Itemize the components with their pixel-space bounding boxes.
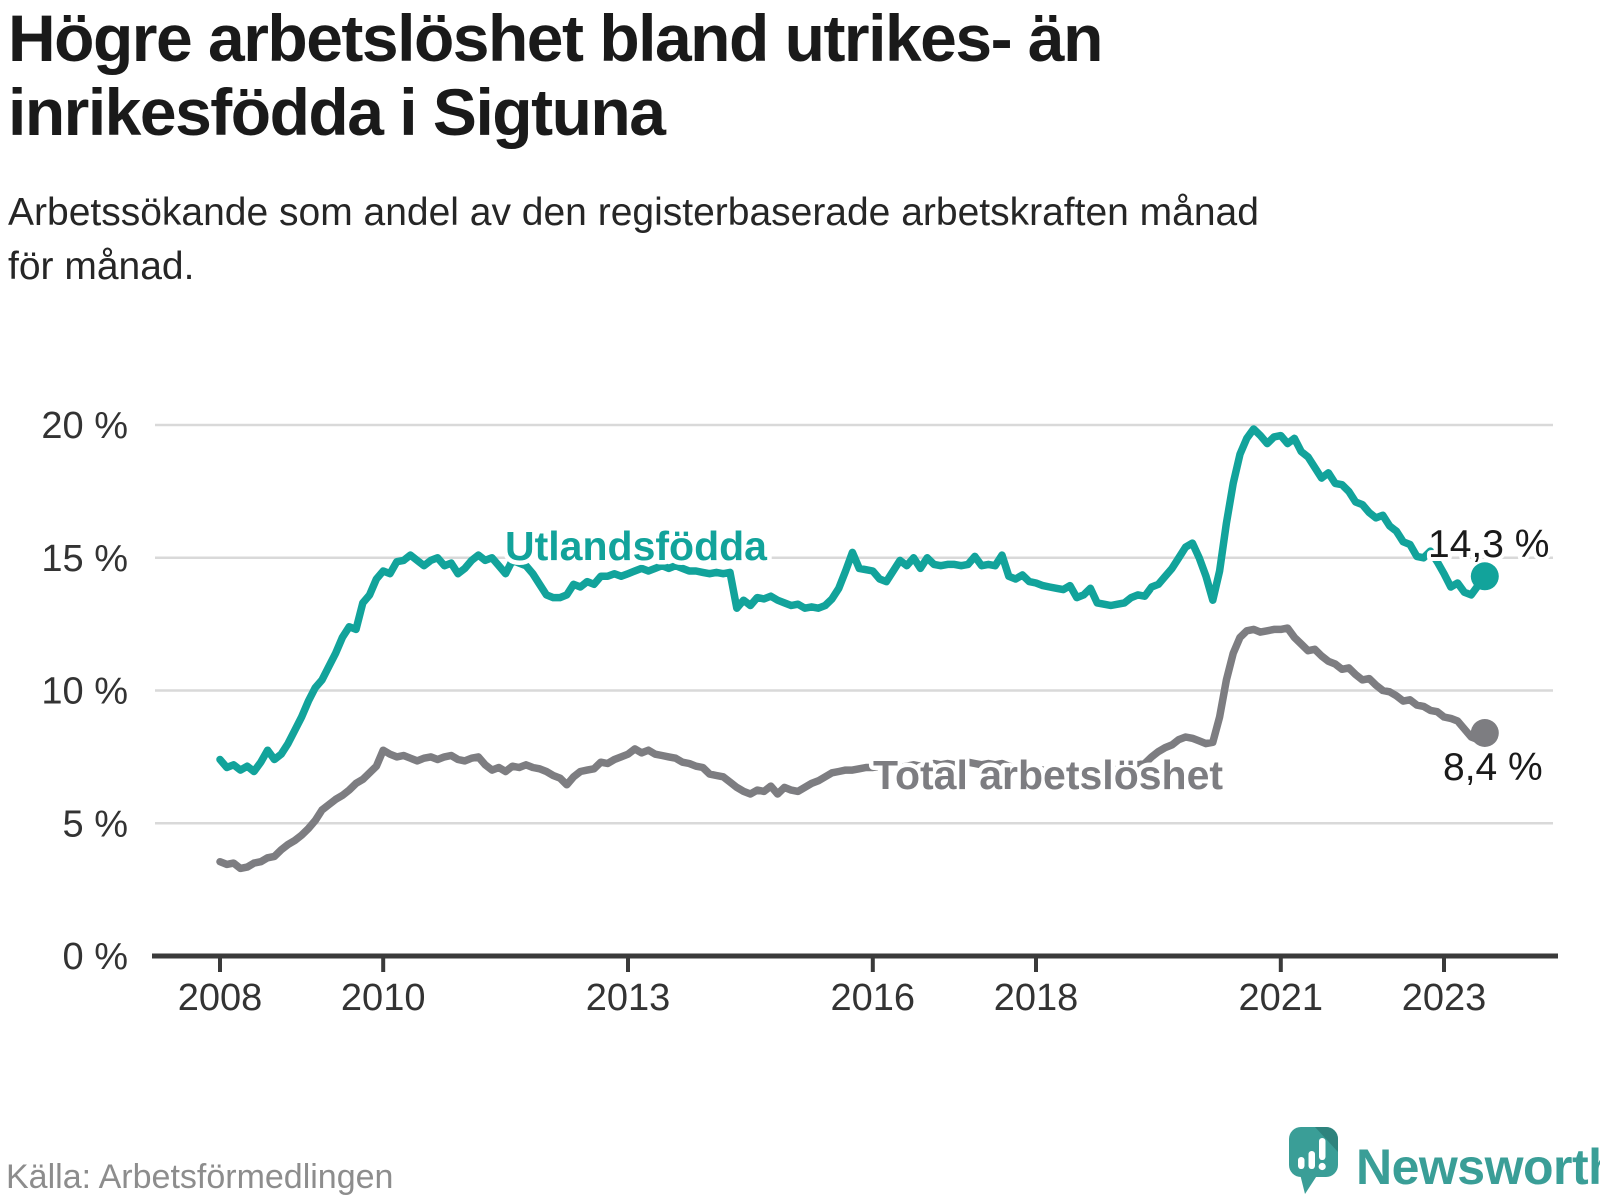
y-axis-label-20: 20 % bbox=[41, 405, 128, 447]
subtitle-line-2: för månad. bbox=[8, 244, 195, 288]
title-line-1: Högre arbetslöshet bland utrikes- än bbox=[8, 1, 1103, 75]
x-axis-label-2013: 2013 bbox=[586, 977, 671, 1019]
newsworthy-brand: Newsworthy bbox=[1288, 1126, 1600, 1200]
brand-name: Newsworthy bbox=[1356, 1139, 1600, 1195]
page-title: Högre arbetslöshet bland utrikes- än inr… bbox=[8, 1, 1568, 150]
end-value-label-utlandsfodda: 14,3 % bbox=[1428, 523, 1549, 566]
series-line-total-arbetsloshet bbox=[216, 624, 1489, 873]
x-axis-label-2021: 2021 bbox=[1239, 977, 1324, 1019]
y-axis-label-5: 5 % bbox=[63, 803, 128, 845]
y-axis-label-15: 15 % bbox=[41, 538, 128, 580]
x-axis-label-2016: 2016 bbox=[831, 977, 916, 1019]
title-line-2: inrikesfödda i Sigtuna bbox=[8, 74, 666, 149]
series-line-utlandsfodda bbox=[216, 425, 1489, 776]
source-note: Källa: Arbetsförmedlingen bbox=[6, 1158, 394, 1196]
subtitle-line-1: Arbetssökande som andel av den registerb… bbox=[8, 191, 1259, 234]
y-axis-label-0: 0 % bbox=[63, 936, 128, 978]
newsworthy-logo-icon bbox=[1289, 1127, 1338, 1194]
end-value-label-total-arbetsloshet: 8,4 % bbox=[1443, 746, 1543, 789]
x-axis-label-2010: 2010 bbox=[341, 977, 426, 1019]
y-axis-label-10: 10 % bbox=[41, 671, 128, 713]
x-axis-label-2008: 2008 bbox=[178, 977, 263, 1019]
chart-subtitle: Arbetssökande som andel av den registerb… bbox=[8, 186, 1568, 294]
series-label-total-arbetsloshet: Total arbetslöshet bbox=[873, 752, 1223, 798]
end-dot-total-arbetsloshet bbox=[1470, 719, 1499, 747]
series-label-utlandsfodda: Utlandsfödda bbox=[505, 523, 768, 569]
x-axis-label-2018: 2018 bbox=[994, 977, 1079, 1019]
end-dot-utlandsfodda bbox=[1470, 562, 1499, 591]
x-axis-label-2023: 2023 bbox=[1402, 977, 1487, 1019]
